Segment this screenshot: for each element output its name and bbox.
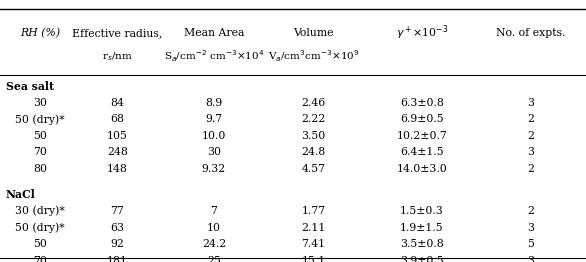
Text: 5: 5 xyxy=(527,239,534,249)
Text: 7.41: 7.41 xyxy=(301,239,326,249)
Text: 4.57: 4.57 xyxy=(302,164,325,174)
Text: No. of expts.: No. of expts. xyxy=(496,28,565,38)
Text: 8.9: 8.9 xyxy=(205,98,223,108)
Text: 9.7: 9.7 xyxy=(205,114,223,124)
Text: 30 (dry)*: 30 (dry)* xyxy=(15,206,64,216)
Text: 7: 7 xyxy=(210,206,217,216)
Text: 6.9±0.5: 6.9±0.5 xyxy=(400,114,444,124)
Text: 1.9±1.5: 1.9±1.5 xyxy=(400,223,444,233)
Text: RH (%): RH (%) xyxy=(20,28,60,38)
Text: 84: 84 xyxy=(110,98,124,108)
Text: 70: 70 xyxy=(33,148,47,157)
Text: 24.8: 24.8 xyxy=(301,148,326,157)
Text: 30: 30 xyxy=(207,148,221,157)
Text: 68: 68 xyxy=(110,114,124,124)
Text: Effective radius,: Effective radius, xyxy=(72,28,162,38)
Text: 1.5±0.3: 1.5±0.3 xyxy=(400,206,444,216)
Text: 80: 80 xyxy=(33,164,47,174)
Text: 3: 3 xyxy=(527,256,534,262)
Text: S$_a$/cm$^{-2}$ cm$^{-3}$$\times$10$^4$: S$_a$/cm$^{-2}$ cm$^{-3}$$\times$10$^4$ xyxy=(163,48,264,64)
Text: 3.9±0.5: 3.9±0.5 xyxy=(400,256,444,262)
Text: V$_a$/cm$^3$cm$^{-3}$$\times$10$^9$: V$_a$/cm$^3$cm$^{-3}$$\times$10$^9$ xyxy=(268,48,359,64)
Text: 2: 2 xyxy=(527,114,534,124)
Text: 30: 30 xyxy=(33,98,47,108)
Text: 10: 10 xyxy=(207,223,221,233)
Text: r$_s$/nm: r$_s$/nm xyxy=(102,50,132,63)
Text: 3.50: 3.50 xyxy=(301,131,326,141)
Text: 3: 3 xyxy=(527,223,534,233)
Text: 50 (dry)*: 50 (dry)* xyxy=(15,222,64,233)
Text: 50: 50 xyxy=(33,131,47,141)
Text: 3: 3 xyxy=(527,98,534,108)
Text: 3: 3 xyxy=(527,148,534,157)
Text: 25: 25 xyxy=(207,256,221,262)
Text: Sea salt: Sea salt xyxy=(6,81,54,92)
Text: 15.1: 15.1 xyxy=(301,256,326,262)
Text: 2: 2 xyxy=(527,206,534,216)
Text: 50: 50 xyxy=(33,239,47,249)
Text: 2: 2 xyxy=(527,164,534,174)
Text: 181: 181 xyxy=(107,256,128,262)
Text: 3.5±0.8: 3.5±0.8 xyxy=(400,239,444,249)
Text: 24.2: 24.2 xyxy=(202,239,226,249)
Text: 70: 70 xyxy=(33,256,47,262)
Text: NaCl: NaCl xyxy=(6,189,36,200)
Text: 248: 248 xyxy=(107,148,128,157)
Text: 14.0±3.0: 14.0±3.0 xyxy=(397,164,447,174)
Text: 2.46: 2.46 xyxy=(301,98,326,108)
Text: Mean Area: Mean Area xyxy=(183,28,244,38)
Text: $\gamma^+$$\times$10$^{-3}$: $\gamma^+$$\times$10$^{-3}$ xyxy=(396,24,448,42)
Text: 6.4±1.5: 6.4±1.5 xyxy=(400,148,444,157)
Text: 9.32: 9.32 xyxy=(202,164,226,174)
Text: Volume: Volume xyxy=(293,28,334,38)
Text: 50 (dry)*: 50 (dry)* xyxy=(15,114,64,125)
Text: 6.3±0.8: 6.3±0.8 xyxy=(400,98,444,108)
Text: 2: 2 xyxy=(527,131,534,141)
Text: 77: 77 xyxy=(110,206,124,216)
Text: 10.2±0.7: 10.2±0.7 xyxy=(397,131,447,141)
Text: 105: 105 xyxy=(107,131,128,141)
Text: 10.0: 10.0 xyxy=(202,131,226,141)
Text: 2.11: 2.11 xyxy=(301,223,326,233)
Text: 2.22: 2.22 xyxy=(301,114,326,124)
Text: 63: 63 xyxy=(110,223,124,233)
Text: 148: 148 xyxy=(107,164,128,174)
Text: 92: 92 xyxy=(110,239,124,249)
Text: 1.77: 1.77 xyxy=(301,206,326,216)
